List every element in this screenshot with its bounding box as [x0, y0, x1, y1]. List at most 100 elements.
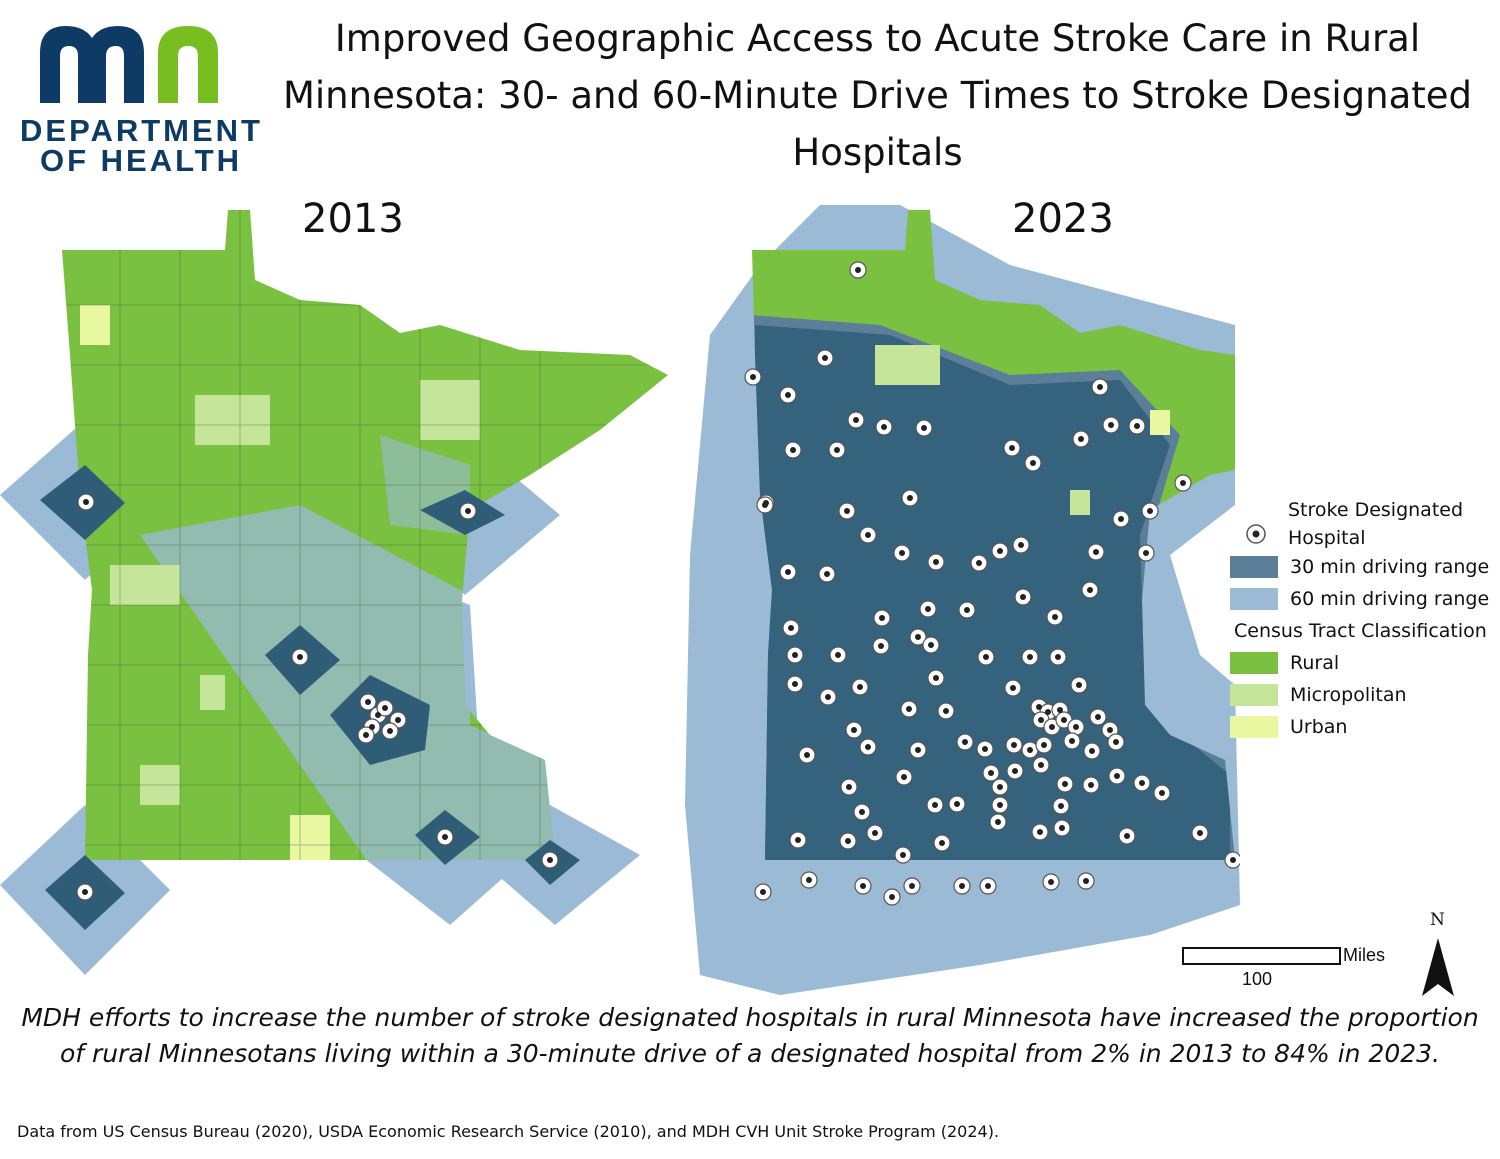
hospital-marker-center: [788, 625, 794, 631]
hospital-marker-center: [795, 837, 801, 843]
hospital-marker-center: [1045, 709, 1051, 715]
hospital-marker-center: [1027, 747, 1033, 753]
hospital-marker-center: [954, 801, 960, 807]
swatch-range60: [1230, 588, 1278, 610]
legend-label-range30: 30 min driving range: [1290, 556, 1490, 578]
hospital-marker-center: [806, 877, 812, 883]
hospital-marker-center: [1107, 727, 1113, 733]
hospital-marker-center: [964, 607, 970, 613]
map-2013: [0, 210, 668, 975]
hospital-marker-center: [1088, 782, 1094, 788]
hospital-marker-center: [1143, 550, 1149, 556]
hospital-marker-center: [857, 684, 863, 690]
hospital-marker-center: [1139, 780, 1145, 786]
hospital-marker-center: [1230, 857, 1236, 863]
hospital-marker-center: [825, 694, 831, 700]
hospital-marker-center: [881, 424, 887, 430]
hospital-marker-center: [939, 840, 945, 846]
hospital-marker-center: [1027, 654, 1033, 660]
hospital-marker-center: [997, 784, 1003, 790]
hospital-marker-center: [1069, 738, 1075, 744]
hospital-marker-center: [988, 770, 994, 776]
hospital-marker-center: [851, 727, 857, 733]
hospital-marker-center: [933, 675, 939, 681]
hospital-marker-center: [835, 652, 841, 658]
hospital-marker-center: [1076, 682, 1082, 688]
hospital-marker-center: [1038, 762, 1044, 768]
hospital-marker-center: [925, 606, 931, 612]
hospital-marker-center: [760, 889, 766, 895]
hospital-marker-center: [762, 502, 768, 508]
hospital-marker-center: [804, 752, 810, 758]
hospital-marker-center: [921, 425, 927, 431]
hospital-marker-center: [1118, 516, 1124, 522]
hospital-marker-center: [959, 883, 965, 889]
hospital-marker-center: [790, 447, 796, 453]
hospital-marker-center: [1010, 685, 1016, 691]
hospital-marker-center: [846, 784, 852, 790]
hospital-marker-center: [822, 355, 828, 361]
hospital-marker-center: [1095, 714, 1101, 720]
legend-classification-title: Census Tract Classification: [1234, 620, 1487, 642]
hospital-marker-center: [997, 802, 1003, 808]
hospital-marker-center: [933, 559, 939, 565]
hospital-marker-center: [1062, 781, 1068, 787]
legend-item-range60: 60 min driving range: [1230, 588, 1489, 610]
hospital-marker-center: [865, 744, 871, 750]
hospital-marker-center: [750, 374, 756, 380]
hospital-marker-center: [1012, 768, 1018, 774]
scale-unit: Miles: [1343, 945, 1386, 965]
hospital-marker-center: [859, 809, 865, 815]
hospital-marker-center: [1048, 879, 1054, 885]
hospital-marker-center: [889, 894, 895, 900]
map-2023: [685, 205, 1240, 995]
hospital-marker-center: [1030, 460, 1036, 466]
hospital-marker-center: [1018, 542, 1024, 548]
hospital-marker-center: [1147, 508, 1153, 514]
hospital-marker-center: [1089, 748, 1095, 754]
scale-value: 100: [1242, 969, 1273, 989]
legend-item-rural: Rural: [1230, 652, 1339, 674]
hospital-marker-center: [1037, 829, 1043, 835]
hospital-marker-center: [907, 495, 913, 501]
hospital-marker-center: [1036, 704, 1042, 710]
north-label: N: [1430, 910, 1445, 930]
hospital-marker-center: [909, 883, 915, 889]
mdh-logo: [40, 26, 218, 103]
hospital-marker-center: [785, 392, 791, 398]
legend-item-urban: Urban: [1230, 716, 1347, 738]
hospital-marker-center: [1020, 594, 1026, 600]
hospital-marker-center: [1197, 830, 1203, 836]
hospital-marker-center: [1073, 724, 1079, 730]
legend-label-range60: 60 min driving range: [1290, 588, 1490, 610]
north-arrow: N: [1420, 910, 1456, 1000]
hospital-marker-center: [900, 852, 906, 858]
hospital-marker-center: [1159, 790, 1165, 796]
hospital-marker-center: [1058, 803, 1064, 809]
legend-item-range30: 30 min driving range: [1230, 556, 1489, 578]
legend-label-hospital: Stroke Designated Hospital: [1288, 499, 1464, 549]
swatch-urban: [1230, 716, 1278, 738]
legend-item-micropolitan: Micropolitan: [1230, 684, 1407, 706]
page-title: Improved Geographic Access to Acute Stro…: [282, 17, 1473, 174]
hospital-marker-center: [1059, 825, 1065, 831]
hospital-marker-center: [915, 634, 921, 640]
hospital-marker-center: [785, 569, 791, 575]
swatch-range30: [1230, 556, 1278, 578]
hospital-marker-center: [962, 739, 968, 745]
hospital-marker-icon: [1246, 524, 1266, 544]
hospital-marker-center: [824, 571, 830, 577]
logo-text-department: DEPARTMENT: [20, 113, 263, 148]
hospital-marker-center: [844, 508, 850, 514]
hospital-marker-center: [1052, 614, 1058, 620]
hospital-marker-center: [853, 417, 859, 423]
hospital-marker-center: [845, 838, 851, 844]
hospital-marker-center: [906, 706, 912, 712]
hospital-marker-center: [997, 548, 1003, 554]
hospital-marker-center: [1055, 654, 1061, 660]
logo-m-shape: [40, 26, 144, 103]
swatch-micropolitan: [1230, 684, 1278, 706]
hospital-marker-center: [1124, 833, 1130, 839]
scale-bar: Miles 100: [1182, 945, 1442, 995]
legend-label-urban: Urban: [1290, 716, 1348, 738]
